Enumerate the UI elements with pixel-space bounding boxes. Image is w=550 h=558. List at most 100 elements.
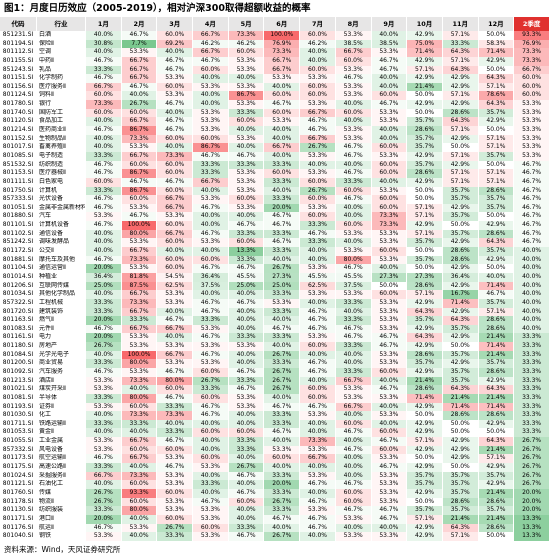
value-cell: 40.0% (514, 272, 550, 282)
value-cell: 46.7% (157, 393, 194, 403)
value-cell: 42.9% (407, 342, 443, 351)
value-cell: 66.7% (514, 65, 550, 75)
value-cell: 40.0% (228, 316, 265, 325)
value-cell: 60.0% (121, 108, 158, 118)
value-cell: 53.3% (371, 307, 408, 317)
value-cell: 60.0% (371, 143, 408, 152)
value-cell: 26.7% (86, 342, 122, 351)
code-cell: 801176.SI (0, 523, 37, 533)
value-cell: 60.0% (157, 514, 194, 524)
value-cell: 57.1% (478, 143, 515, 152)
value-cell: 33.3% (228, 108, 265, 118)
value-cell: 57.1% (478, 307, 515, 317)
value-cell: 60.0% (300, 65, 336, 75)
value-cell: 42.9% (407, 367, 443, 377)
value-cell: 46.7% (157, 65, 194, 75)
value-cell: 62.5% (157, 281, 194, 291)
industry-cell: 高速公路Ⅱ (37, 463, 86, 472)
value-cell: 60.0% (86, 177, 122, 187)
value-cell: 60.0% (371, 428, 408, 438)
value-cell: 40.0% (193, 212, 229, 222)
value-cell: 35.7% (478, 506, 515, 515)
value-cell: 46.7% (86, 324, 122, 334)
industry-cell: 物流Ⅱ (37, 497, 86, 507)
value-cell: 64.3% (478, 385, 515, 394)
value-cell: 53.3% (86, 402, 122, 412)
value-cell: 46.7% (86, 221, 122, 230)
value-cell: 57.1% (407, 212, 443, 222)
value-cell: 46.7% (193, 229, 229, 239)
value-cell: 46.7% (193, 56, 229, 66)
value-cell: 60.0% (371, 169, 408, 178)
value-cell: 40.0% (335, 117, 372, 127)
value-cell: 66.7% (264, 56, 301, 66)
value-cell: 60.0% (371, 445, 408, 455)
value-cell: 80.0% (121, 506, 158, 515)
value-cell: 40.0% (514, 264, 550, 273)
value-cell: 53.3% (228, 186, 265, 196)
value-cell: 46.7% (335, 169, 372, 178)
value-cell: 57.1% (407, 65, 443, 75)
value-cell: 46.7% (300, 367, 336, 377)
value-cell: 80.0% (121, 359, 158, 368)
value-cell: 45.5% (300, 272, 336, 282)
value-cell: 46.7% (121, 82, 158, 92)
value-cell: 60.0% (157, 169, 194, 178)
value-cell: 33.3% (264, 411, 301, 420)
value-cell: 60.0% (157, 264, 194, 273)
value-cell: 80.0% (121, 229, 158, 239)
value-cell: 73.3% (121, 376, 158, 386)
value-cell: 60.0% (335, 56, 372, 66)
value-cell: 42.9% (442, 134, 479, 144)
value-cell: 40.0% (514, 316, 550, 325)
value-cell: 33.3% (86, 307, 122, 317)
value-cell: 66.7% (157, 195, 194, 204)
header-cell: 4月 (193, 17, 229, 31)
industry-cell: 保险Ⅱ (37, 39, 86, 49)
value-cell: 57.1% (442, 151, 479, 161)
value-cell: 37.5% (335, 281, 372, 291)
value-cell: 46.7% (264, 238, 301, 248)
value-cell: 60.0% (300, 385, 336, 394)
value-cell: 42.9% (442, 160, 479, 170)
value-cell: 46.7% (514, 221, 550, 230)
code-cell: 801014.SI (0, 272, 37, 282)
value-cell: 33.3% (228, 229, 265, 239)
value-cell: 42.9% (442, 437, 479, 446)
value-cell: 35.7% (442, 480, 479, 489)
value-cell: 42.9% (442, 359, 479, 368)
industry-cell: 中药Ⅱ (37, 56, 86, 66)
value-cell: 42.9% (407, 151, 443, 161)
value-cell: 35.7% (442, 471, 479, 481)
value-cell: 46.7% (335, 333, 372, 343)
value-cell: 40.0% (371, 82, 408, 92)
value-cell: 13.3% (514, 532, 550, 541)
value-cell: 46.7% (371, 65, 408, 75)
value-cell: 40.0% (300, 350, 336, 360)
value-cell: 53.3% (193, 532, 229, 541)
value-cell: 60.0% (86, 91, 122, 101)
value-cell: 46.7% (514, 195, 550, 204)
value-cell: 40.0% (264, 342, 301, 351)
value-cell: 73.3% (371, 212, 408, 222)
value-cell: 53.3% (300, 290, 336, 299)
value-cell: 25.0% (86, 281, 122, 291)
value-cell: 64.3% (478, 74, 515, 83)
value-cell: 73.3% (86, 100, 122, 109)
value-cell: 28.6% (478, 316, 515, 325)
value-cell: 53.3% (300, 264, 336, 273)
value-cell: 60.0% (371, 367, 408, 377)
value-cell: 53.3% (371, 151, 408, 161)
value-cell: 53.3% (264, 117, 301, 127)
value-cell: 26.7% (264, 264, 301, 273)
value-cell: 46.7% (86, 523, 122, 533)
value-cell: 40.0% (335, 212, 372, 222)
value-cell: 33.3% (514, 333, 550, 343)
value-cell: 73.3% (157, 151, 194, 161)
value-cell: 40.0% (86, 247, 122, 256)
value-cell: 46.2% (193, 39, 229, 49)
value-cell: 40.0% (371, 74, 408, 83)
value-cell: 40.0% (193, 221, 229, 230)
value-cell: 53.3% (228, 82, 265, 92)
value-cell: 42.9% (442, 264, 479, 273)
